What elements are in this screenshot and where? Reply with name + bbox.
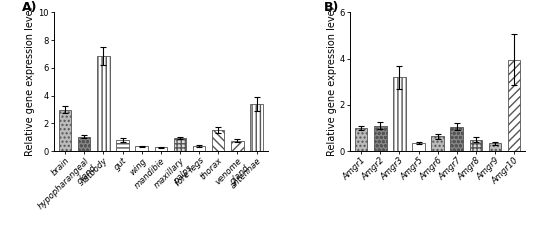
Bar (412, 143, 425, 151)
Bar (374, 126, 386, 151)
Bar (136, 146, 148, 151)
Bar (154, 147, 167, 151)
Bar (97, 56, 109, 151)
Y-axis label: Relative gene expression level: Relative gene expression level (327, 7, 337, 156)
Bar (489, 143, 501, 151)
Bar (431, 136, 444, 151)
Bar (59, 110, 71, 151)
Bar (193, 146, 205, 151)
Bar (393, 77, 406, 151)
Y-axis label: Relative gene expression level: Relative gene expression level (26, 7, 35, 156)
Bar (174, 138, 186, 151)
Bar (355, 128, 368, 151)
Bar (231, 141, 243, 151)
Text: A): A) (21, 1, 37, 14)
Bar (250, 104, 263, 151)
Bar (470, 140, 482, 151)
Text: B): B) (324, 1, 339, 14)
Bar (78, 137, 91, 151)
Bar (212, 130, 225, 151)
Bar (508, 60, 520, 151)
Bar (450, 127, 463, 151)
Bar (116, 140, 129, 151)
